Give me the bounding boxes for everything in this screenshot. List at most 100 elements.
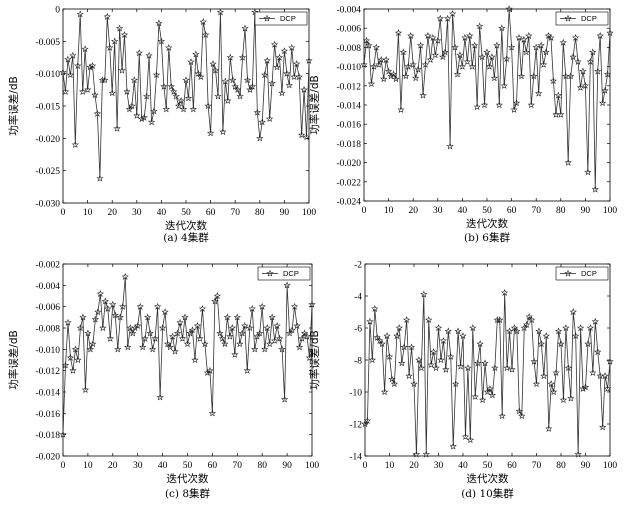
- x-tick-label: 80: [257, 461, 267, 471]
- data-point-star: [236, 92, 244, 100]
- data-point-star: [111, 37, 119, 45]
- data-point-star: [103, 12, 111, 20]
- data-point-star: [606, 29, 614, 37]
- data-point-star: [512, 99, 521, 107]
- data-point-star: [243, 76, 252, 84]
- data-point-star: [64, 318, 72, 326]
- data-point-star: [104, 304, 112, 312]
- data-point-star: [420, 290, 428, 298]
- data-point-star: [147, 118, 156, 126]
- data-point-star: [517, 72, 526, 80]
- data-point-star: [144, 313, 152, 321]
- data-point-star: [266, 340, 274, 348]
- data-point-star: [156, 393, 164, 401]
- data-point-star: [98, 76, 106, 84]
- x-tick-label: 100: [305, 461, 320, 471]
- data-point-star: [149, 345, 157, 353]
- data-point-star: [168, 332, 177, 340]
- data-point-star: [475, 22, 484, 30]
- data-point-star: [363, 416, 372, 424]
- data-point-star: [79, 87, 87, 95]
- data-point-star: [280, 47, 289, 55]
- data-point-star: [425, 316, 433, 324]
- x-tick-label: 100: [603, 461, 618, 471]
- x-axis-label: 迭代次数: [167, 472, 209, 485]
- y-tick-label: -0.014: [35, 389, 60, 399]
- data-point-star: [436, 14, 444, 22]
- data-point-star: [441, 48, 449, 56]
- data-point-star: [300, 329, 309, 337]
- y-tick-label: -0.024: [336, 198, 361, 208]
- data-point-star: [186, 329, 194, 337]
- data-point-star: [547, 33, 555, 41]
- x-tick-label: 60: [206, 208, 216, 218]
- data-point-star: [449, 442, 457, 450]
- data-point-star: [569, 308, 577, 316]
- x-tick-label: 0: [61, 208, 66, 218]
- data-point-star: [599, 423, 607, 431]
- data-point-star: [572, 332, 580, 340]
- data-point-star: [298, 334, 306, 342]
- x-tick-label: 40: [158, 461, 168, 471]
- y-tick-label: -12: [349, 421, 362, 431]
- y-tick-label: -2: [354, 261, 362, 271]
- data-point-star: [261, 345, 269, 353]
- data-point-star: [211, 297, 219, 305]
- data-point-star: [121, 272, 129, 280]
- y-tick-label: -0.014: [336, 102, 361, 112]
- data-point-star: [261, 71, 269, 79]
- data-point-star: [295, 73, 303, 80]
- data-point-star: [143, 92, 151, 100]
- data-point-star: [285, 329, 294, 337]
- x-axis-label: 迭代次数: [165, 219, 207, 232]
- data-point-star: [74, 62, 82, 69]
- data-point-star: [579, 67, 587, 75]
- data-point-star: [268, 79, 276, 87]
- data-point-star: [508, 365, 516, 373]
- data-point-star: [496, 316, 504, 324]
- data-point-star: [547, 380, 555, 388]
- data-point-star: [106, 334, 114, 342]
- data-point-star: [288, 43, 296, 51]
- data-point-star: [370, 62, 378, 70]
- data-point-star: [183, 340, 192, 348]
- data-point-star: [206, 129, 215, 137]
- data-point-star: [228, 324, 236, 332]
- data-point-star: [176, 318, 184, 326]
- y-tick-label: -0.012: [35, 367, 60, 377]
- y-tick-label: 0: [55, 6, 60, 16]
- data-point-star: [495, 101, 503, 109]
- data-point-star: [188, 326, 197, 334]
- data-point-star: [454, 327, 462, 335]
- data-point-star: [471, 392, 479, 400]
- data-point-star: [270, 40, 279, 48]
- data-point-star: [503, 364, 511, 372]
- y-tick-label: -0.012: [336, 82, 361, 92]
- data-point-star: [404, 62, 412, 70]
- data-point-star: [138, 115, 146, 123]
- data-point-star: [444, 14, 452, 22]
- data-point-star: [486, 384, 494, 392]
- data-point-star: [157, 37, 166, 45]
- data-point-star: [123, 87, 131, 95]
- y-tick-label: -0.020: [35, 135, 60, 145]
- y-tick-label: -10: [349, 389, 362, 399]
- data-point-star: [248, 82, 257, 90]
- data-point-star: [253, 332, 261, 340]
- x-tick-label: 40: [157, 208, 167, 218]
- x-tick-label: 10: [385, 461, 395, 471]
- data-point-star: [416, 41, 425, 49]
- chart-panel-2: 0 10 20 30 40 50 60 70 80 90 100 -0.004 -0.006 -0.008…: [308, 5, 617, 244]
- chart-panel-4: 0 10 20 30 40 50 60 70 80 90 100 -2 -4 -6 -8 -10 -12 -14 迭…: [308, 261, 617, 501]
- data-point-star: [194, 69, 202, 77]
- data-point-star: [125, 105, 134, 113]
- data-point-star: [432, 364, 440, 372]
- data-point-star: [461, 432, 470, 440]
- data-point-star: [554, 91, 562, 99]
- data-point-star: [485, 62, 494, 70]
- data-point-star: [468, 62, 476, 70]
- series-line: [363, 8, 611, 190]
- data-point-star: [591, 185, 599, 193]
- data-point-star: [392, 75, 400, 83]
- data-point-star: [266, 115, 274, 123]
